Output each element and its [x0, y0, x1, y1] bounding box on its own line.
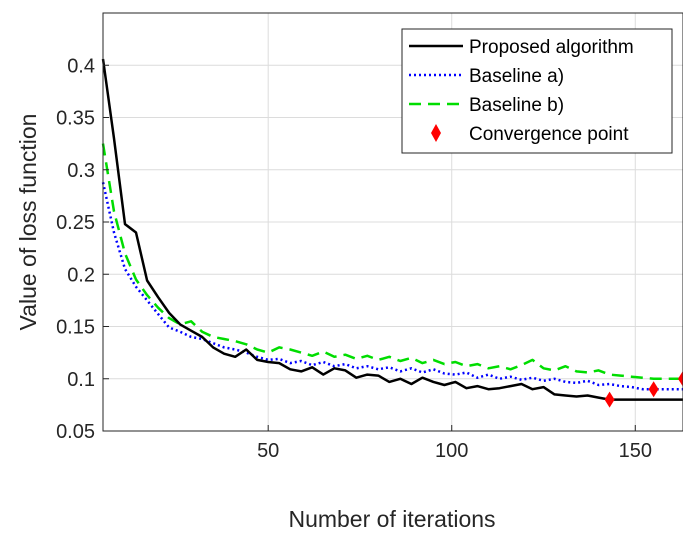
convergence-point-marker: [648, 381, 659, 398]
y-tick-label: 0.2: [67, 264, 95, 286]
series-line-1: [101, 182, 683, 391]
y-axis-label: Value of loss function: [15, 114, 41, 331]
y-tick-label: 0.25: [56, 212, 95, 234]
series-layer: [101, 58, 683, 401]
series-line-0: [101, 58, 683, 401]
x-tick-label: 150: [619, 440, 652, 462]
legend-label-proposed: Proposed algorithm: [469, 37, 634, 58]
x-tick-label: 100: [435, 440, 468, 462]
convergence-point-marker: [604, 391, 615, 408]
y-tick-label: 0.3: [67, 160, 95, 182]
legend-label-convergence: Convergence point: [469, 124, 629, 145]
tick-labels: 50 100 150 0.05 0.1 0.15 0.2 0.25 0.3 0.35 0.4: [56, 55, 652, 462]
y-tick-label: 0.05: [56, 421, 95, 443]
legend-swatch-convergence-diamond: [431, 124, 441, 142]
x-axis-label: Number of iterations: [288, 506, 495, 532]
legend-label-baseline-b: Baseline b): [469, 95, 564, 116]
y-tick-label: 0.15: [56, 317, 95, 339]
series-line-2: [101, 143, 683, 381]
y-tick-label: 0.4: [67, 55, 95, 77]
legend: Proposed algorithm Baseline a) Baseline …: [401, 28, 673, 154]
x-tick-label: 50: [257, 440, 279, 462]
y-tick-label: 0.1: [67, 369, 95, 391]
y-tick-label: 0.35: [56, 108, 95, 130]
convergence-point-marker: [678, 370, 683, 387]
convergence-markers: [604, 370, 683, 408]
legend-box: [401, 28, 673, 154]
legend-label-baseline-a: Baseline a): [469, 66, 564, 87]
